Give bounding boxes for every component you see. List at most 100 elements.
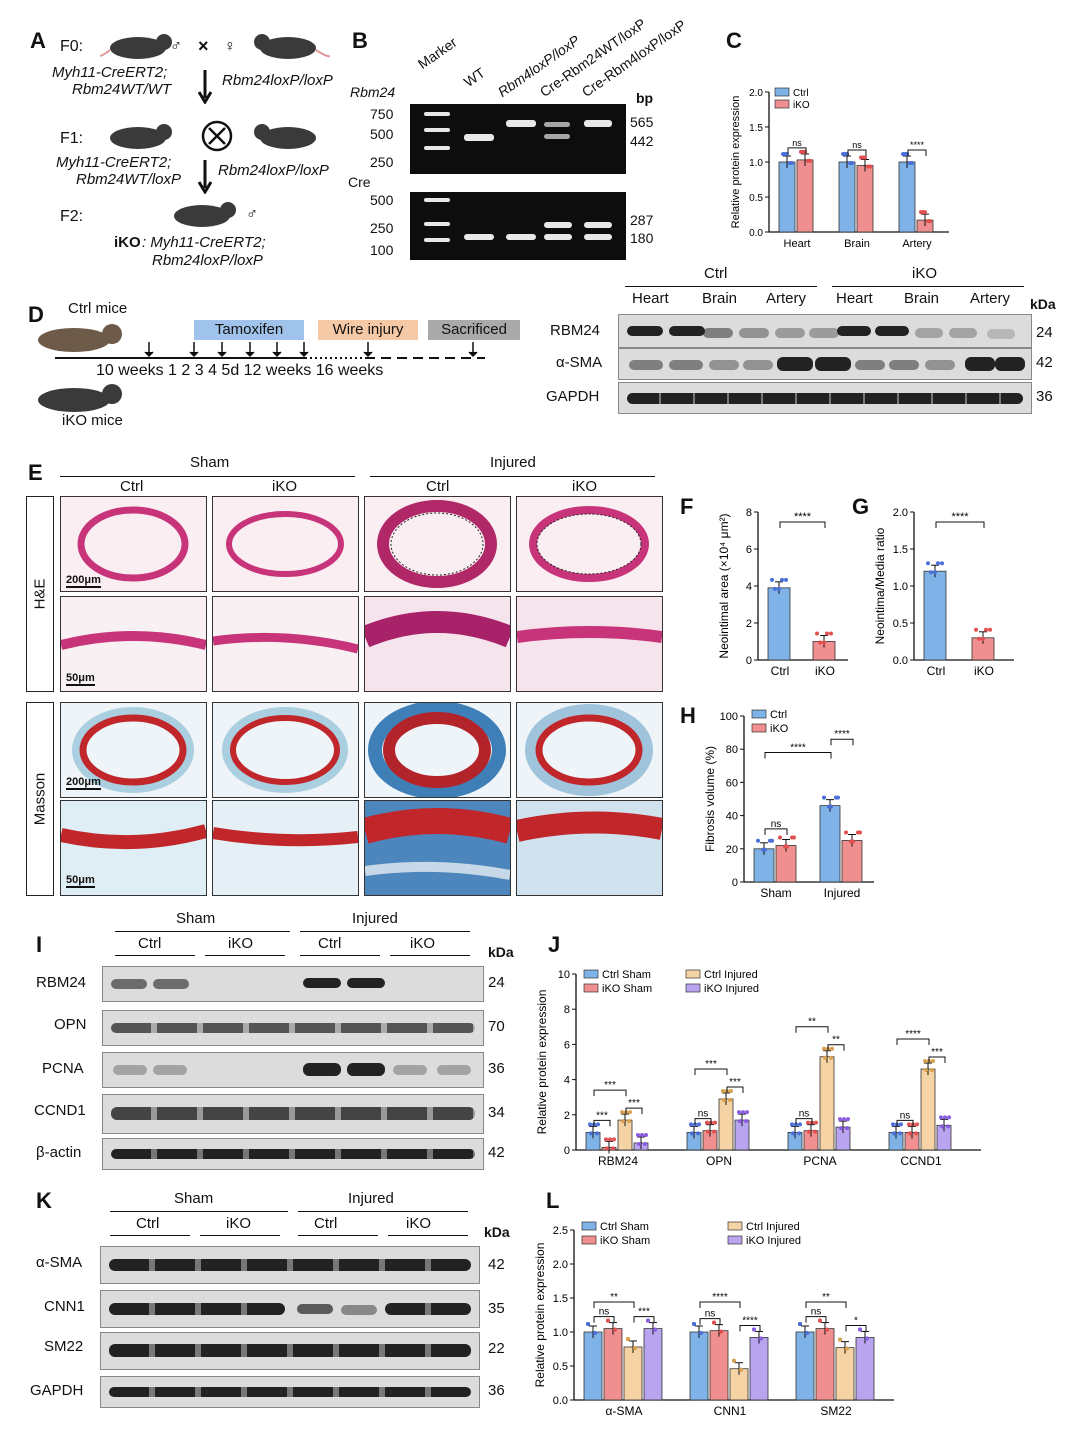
ladder-100: 100: [370, 242, 394, 258]
x-tick-label: Ctrl: [771, 664, 790, 678]
panel-label-b: B: [352, 28, 368, 53]
data-point: [697, 1122, 701, 1127]
chart-h: 0 20 40 60 80 100 Fibrosis volume (%) Sham Injur…: [703, 709, 874, 900]
kda-value: 36: [1036, 388, 1053, 405]
he-sham-iko-overview: [212, 496, 359, 592]
significance-bracket: [896, 1119, 914, 1127]
blot-group-sham: Sham: [174, 1190, 214, 1207]
cross-symbol: ×: [198, 36, 209, 56]
bar: [795, 1331, 815, 1401]
x-tick-label: Brain: [844, 238, 870, 250]
row-label-masson: Masson: [26, 702, 54, 896]
blot-row-sm22: SM22: [44, 1338, 84, 1355]
data-point: [719, 1329, 723, 1334]
significance-bracket: [779, 521, 826, 528]
significance-label: ****: [951, 511, 969, 523]
data-point: [790, 835, 794, 840]
y-axis-label: Relative protein expression: [730, 96, 742, 229]
y-tick-label: 1.5: [893, 544, 908, 556]
significance-label: ns: [698, 1109, 709, 1120]
blot-image-opn: [102, 1010, 484, 1046]
legend-swatch: [581, 1221, 597, 1231]
tissue-artery: Artery: [766, 290, 807, 307]
masson-injured-iko-zoom: [516, 800, 663, 896]
size-287: 287: [630, 212, 654, 228]
data-point: [692, 1322, 696, 1326]
kda-value: 42: [1036, 354, 1053, 371]
blot-row-gapdh: GAPDH: [30, 1382, 84, 1399]
y-tick-label: 4: [746, 581, 752, 593]
bar: [709, 1330, 729, 1401]
he-injured-ctrl-overview: [364, 496, 511, 592]
data-point: [930, 1068, 934, 1073]
data-point: [589, 1131, 593, 1136]
significance-bracket: [764, 828, 788, 835]
data-point: [728, 1097, 732, 1102]
x-tick-label: iKO: [815, 664, 835, 678]
significance-label: **: [610, 1292, 618, 1303]
data-point: [759, 1336, 763, 1341]
data-point: [808, 158, 812, 163]
data-point: [822, 795, 826, 800]
data-point: [856, 830, 860, 835]
y-tick-label: 0.0: [553, 1395, 568, 1407]
data-point: [636, 1132, 640, 1137]
y-tick-label: 8: [564, 1004, 570, 1016]
panel-label-f: F: [680, 494, 694, 519]
x-tick-label: RBM24: [598, 1154, 638, 1168]
bar: [718, 1098, 734, 1151]
y-tick-label: 0.5: [749, 193, 763, 204]
data-point: [706, 1129, 710, 1134]
y-tick-label: 0: [564, 1145, 570, 1157]
gel-gene-rbm24: Rbm24: [350, 84, 396, 100]
data-point: [849, 839, 853, 844]
blot-image-pcna: [102, 1052, 484, 1088]
significance-bracket: [625, 1107, 643, 1115]
data-point: [741, 1110, 745, 1115]
ladder-250: 250: [370, 220, 394, 236]
y-tick-label: 1.0: [749, 158, 763, 169]
data-point: [823, 1055, 827, 1060]
data-point: [721, 1088, 725, 1093]
chart-c: 0.0 0.5 1.0 1.5 2.0 Relative protein expressi…: [730, 87, 949, 250]
data-point: [777, 586, 781, 591]
data-point: [738, 1119, 742, 1124]
data-point: [633, 1345, 637, 1350]
y-tick-label: 1.5: [553, 1293, 568, 1305]
data-point: [621, 1119, 625, 1124]
y-tick-label: 20: [726, 844, 738, 856]
significance-label: ns: [900, 1110, 911, 1121]
data-point: [612, 1137, 616, 1142]
kda-value: 34: [488, 1104, 505, 1121]
significance-label: *: [854, 1315, 858, 1326]
genotype-f1-male: Myh11-CreERT2;: [56, 154, 172, 171]
masson-sham-ctrl-zoom: [60, 800, 207, 896]
y-axis-label: Neointima/Media ratio: [873, 527, 887, 644]
tissue-artery: Artery: [970, 290, 1011, 307]
data-point: [825, 1327, 829, 1332]
blot-image-rbm24: [102, 966, 484, 1002]
legend-label: Ctrl Sham: [602, 969, 651, 981]
significance-bracket: [830, 738, 854, 746]
significance-label: ns: [705, 1309, 716, 1320]
arrow-down-icon: [198, 160, 212, 194]
blot-image-rbm24: [618, 314, 1032, 348]
gen-f2: F2:: [60, 208, 84, 225]
bar: [767, 587, 791, 661]
data-point: [773, 586, 777, 591]
significance-bracket: [593, 1316, 615, 1323]
bar: [923, 570, 947, 661]
legend-swatch: [774, 87, 790, 97]
kda-value: 42: [488, 1256, 505, 1273]
x-tick-label: CCND1: [900, 1154, 942, 1168]
col-ctrl: Ctrl: [120, 478, 144, 495]
kda-value: 24: [488, 974, 505, 991]
significance-label: ****: [712, 1292, 728, 1303]
data-point: [822, 640, 826, 645]
significance-bracket: [795, 1026, 829, 1033]
data-point: [806, 1120, 810, 1125]
data-point: [593, 1331, 597, 1335]
panel-label-a: A: [30, 28, 46, 53]
data-point: [923, 210, 927, 215]
data-point: [790, 1122, 794, 1127]
